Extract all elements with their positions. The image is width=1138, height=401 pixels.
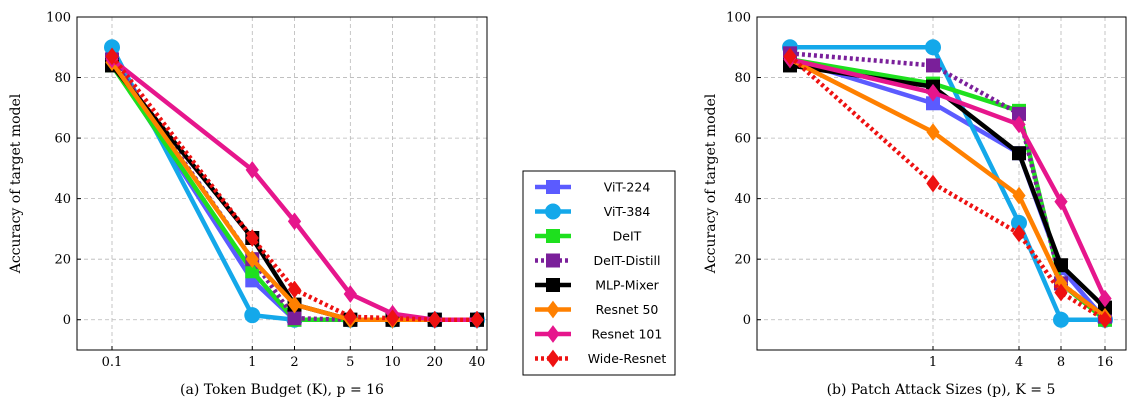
x-tick-label: 2 [290,355,298,370]
legend-label: DeIT [613,229,642,244]
legend-entry: Resnet 50 [535,300,659,319]
data-point [287,311,302,326]
legend-swatch-marker [546,253,560,268]
legend-entry: MLP-Mixer [535,278,660,293]
chart-token-budget: 0 20 40 60 80 100 0.1 1 2 5 10 20 40 Accuracy of targ… [8,11,488,398]
legend-swatch-marker [546,229,560,243]
legend-swatch-marker [546,349,560,368]
legend-label: Resnet 101 [592,327,663,342]
series-wide-resnet [105,47,484,329]
data-point [1098,310,1112,329]
x-tick-label: 5 [346,355,354,370]
legend-label: Resnet 50 [596,302,659,317]
chart-caption: (b) Patch Attack Sizes (p), K = 5 [827,382,1056,398]
legend-swatch-marker [546,180,560,194]
y-tick-label: 80 [734,71,751,86]
y-tick-label: 100 [726,11,751,26]
y-axis-label: Accuracy of target model [703,93,719,274]
data-point [926,83,940,102]
data-point [1054,283,1068,302]
plot-frame [756,16,1127,351]
data-point [1012,146,1026,161]
x-tick-label: 10 [384,355,401,370]
legend-swatch-marker [545,203,561,220]
data-point [245,229,259,247]
x-tick-label: 1 [929,355,937,370]
data-point [1054,192,1068,211]
legend-label: ViT-384 [604,204,651,219]
data-point [925,39,941,56]
y-tick-label: 60 [54,132,71,147]
data-point [1053,311,1069,328]
chart-caption: (a) Token Budget (K), p = 16 [180,382,384,398]
x-tick-label: 40 [469,355,486,370]
y-tick-label: 80 [54,71,71,86]
data-point [783,47,797,66]
data-point [245,161,259,179]
data-point [245,250,259,269]
data-point [470,310,484,329]
data-point [926,174,940,193]
y-axis-label: Accuracy of target model [8,93,24,274]
legend-swatch-marker [546,278,560,292]
data-point [1012,224,1026,243]
x-tick-label: 8 [1057,355,1065,370]
y-tick-label: 40 [54,192,71,207]
data-point [105,47,119,66]
legend-entry: Resnet 101 [535,325,663,343]
legend-entry: ViT-224 [535,180,650,195]
series-wide-resnet [783,47,1112,329]
data-point [1098,289,1112,308]
x-tick-label: 4 [1015,355,1023,370]
legend-entry: DeIT-Distill [535,253,660,268]
x-tick-label: 20 [427,355,444,370]
legend-swatch-marker [546,325,560,343]
y-tick-label: 60 [734,132,751,147]
x-tick-label: 0.1 [102,355,123,370]
legend-label: Wide-Resnet [588,351,667,366]
legend-swatch-marker [546,300,560,319]
y-tick-label: 40 [734,192,751,207]
data-point [1012,186,1026,205]
data-point [428,310,442,329]
legend: ViT-224 ViT-384 DeIT DeIT-Distill MLP-Mixer R… [522,170,676,376]
legend-entry: ViT-384 [535,203,651,220]
data-point [1012,115,1026,134]
x-tick-label: 1 [248,355,256,370]
y-tick-label: 0 [743,313,751,328]
data-point [385,309,400,328]
data-point [287,212,302,231]
x-tick-label: 16 [1097,355,1114,370]
data-point [287,280,302,299]
y-tick-label: 0 [63,313,71,328]
data-point [343,307,357,326]
legend-entry: DeIT [535,229,642,244]
legend-label: MLP-Mixer [595,278,659,293]
legend-entry: Wide-Resnet [535,349,667,368]
plot-frame [76,16,488,351]
y-tick-label: 20 [734,253,751,268]
y-tick-label: 100 [46,11,71,26]
data-point [343,285,357,303]
legend-label: DeIT-Distill [594,253,661,268]
y-tick-label: 20 [54,253,71,268]
data-point [244,307,261,324]
data-point [926,123,940,141]
legend-frame [522,170,676,376]
data-point [287,295,302,314]
legend-label: ViT-224 [604,180,651,195]
data-point [926,58,940,73]
chart-patch-size: 0 20 40 60 80 100 1 4 8 16 Accuracy of target mode… [703,11,1127,398]
